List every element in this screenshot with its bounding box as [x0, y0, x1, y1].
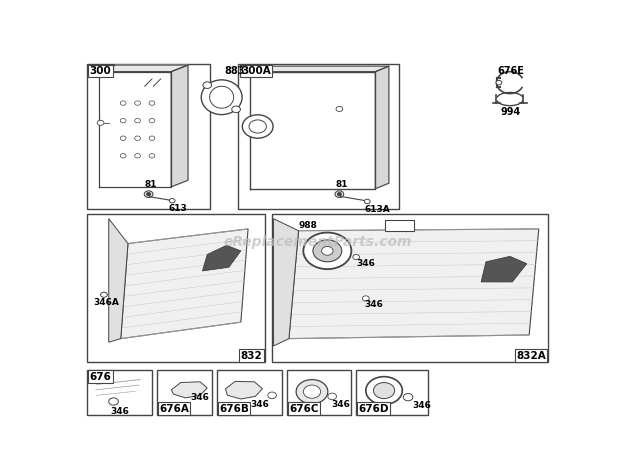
Circle shape	[169, 199, 175, 203]
Circle shape	[313, 240, 342, 262]
Text: 676C: 676C	[289, 404, 319, 414]
Polygon shape	[289, 229, 539, 339]
Circle shape	[149, 118, 155, 123]
Text: 613A: 613A	[365, 205, 391, 214]
Text: 346A: 346A	[93, 298, 119, 307]
Circle shape	[120, 118, 126, 123]
Circle shape	[120, 136, 126, 141]
Polygon shape	[108, 218, 248, 352]
Text: 81: 81	[335, 180, 348, 190]
Text: 676E: 676E	[497, 66, 524, 76]
Text: 676B: 676B	[219, 404, 249, 414]
Circle shape	[373, 382, 395, 399]
Text: 346: 346	[190, 393, 210, 402]
Bar	[217, 370, 281, 416]
Ellipse shape	[202, 80, 242, 114]
Circle shape	[365, 200, 370, 204]
Polygon shape	[99, 72, 171, 187]
Polygon shape	[250, 72, 376, 189]
Circle shape	[242, 115, 273, 138]
Circle shape	[149, 136, 155, 141]
Circle shape	[336, 106, 343, 112]
Text: 883: 883	[224, 66, 244, 76]
Circle shape	[496, 80, 502, 85]
Bar	[356, 370, 428, 416]
Circle shape	[149, 153, 155, 158]
Circle shape	[135, 118, 141, 123]
Bar	[286, 370, 352, 416]
Polygon shape	[273, 218, 298, 346]
Circle shape	[135, 101, 141, 105]
Circle shape	[296, 380, 328, 404]
Circle shape	[363, 296, 369, 301]
Circle shape	[232, 106, 241, 113]
Bar	[157, 370, 212, 416]
Circle shape	[337, 193, 341, 196]
Text: 676D: 676D	[358, 404, 389, 414]
Text: eReplacementParts.com: eReplacementParts.com	[223, 235, 412, 249]
Circle shape	[120, 101, 126, 105]
Text: 346: 346	[110, 407, 129, 416]
Circle shape	[268, 392, 277, 399]
Circle shape	[366, 377, 402, 405]
Text: 613: 613	[169, 204, 187, 213]
Text: 346: 346	[365, 300, 384, 309]
Bar	[87, 370, 152, 416]
Text: 346: 346	[412, 401, 432, 410]
Text: 346: 346	[250, 400, 269, 409]
Circle shape	[328, 393, 337, 399]
Circle shape	[147, 193, 151, 196]
Bar	[385, 220, 414, 231]
Polygon shape	[121, 229, 248, 339]
Polygon shape	[108, 218, 128, 342]
Circle shape	[135, 153, 141, 158]
Polygon shape	[481, 256, 527, 282]
Circle shape	[149, 101, 155, 105]
Polygon shape	[202, 246, 241, 271]
Circle shape	[403, 393, 413, 401]
Text: 346: 346	[356, 259, 375, 268]
Text: 300A: 300A	[241, 66, 270, 76]
Circle shape	[97, 120, 104, 125]
Bar	[87, 64, 210, 209]
Circle shape	[135, 136, 141, 141]
Text: 346: 346	[331, 400, 350, 409]
Text: 988: 988	[298, 220, 317, 229]
Polygon shape	[273, 218, 546, 352]
Circle shape	[303, 385, 321, 398]
Polygon shape	[226, 381, 262, 399]
Circle shape	[249, 120, 267, 133]
Ellipse shape	[210, 86, 234, 108]
Circle shape	[108, 398, 118, 405]
Text: 994: 994	[500, 107, 521, 117]
Circle shape	[353, 255, 360, 260]
Circle shape	[322, 247, 333, 255]
Circle shape	[303, 233, 352, 269]
Bar	[272, 214, 548, 362]
Text: 81: 81	[145, 180, 157, 190]
Text: 832: 832	[241, 351, 262, 361]
Polygon shape	[171, 382, 207, 398]
Bar	[239, 64, 399, 209]
Circle shape	[120, 153, 126, 158]
Circle shape	[203, 82, 211, 88]
Text: 300: 300	[89, 66, 111, 76]
Bar	[87, 214, 265, 362]
Polygon shape	[250, 66, 389, 72]
Text: 676: 676	[89, 371, 112, 381]
Text: 832A: 832A	[516, 351, 546, 361]
Circle shape	[144, 191, 153, 198]
Circle shape	[100, 292, 107, 297]
Text: 676A: 676A	[159, 404, 189, 414]
Polygon shape	[99, 65, 188, 72]
Circle shape	[335, 191, 343, 198]
Polygon shape	[376, 66, 389, 189]
Polygon shape	[171, 65, 188, 187]
